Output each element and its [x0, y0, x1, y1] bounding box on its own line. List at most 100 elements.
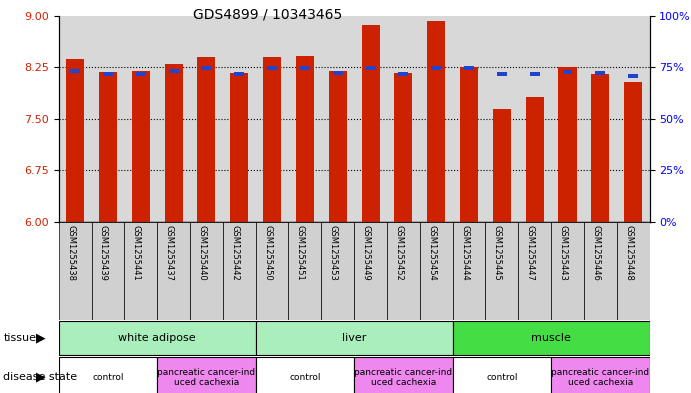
Bar — [124, 16, 157, 222]
Bar — [70, 69, 80, 73]
Bar — [497, 72, 507, 76]
Text: control: control — [289, 373, 321, 382]
Text: pancreatic cancer-ind
uced cachexia: pancreatic cancer-ind uced cachexia — [551, 367, 650, 387]
Bar — [551, 16, 584, 222]
Bar — [562, 70, 572, 74]
Bar — [190, 222, 223, 320]
Text: GSM1255442: GSM1255442 — [230, 225, 239, 281]
Text: GSM1255446: GSM1255446 — [591, 225, 600, 281]
Bar — [91, 222, 124, 320]
Text: control: control — [486, 373, 518, 382]
Text: GSM1255447: GSM1255447 — [526, 225, 535, 281]
Bar — [354, 356, 453, 393]
Text: disease state: disease state — [3, 372, 77, 382]
Text: GSM1255450: GSM1255450 — [263, 225, 272, 281]
Text: GSM1255439: GSM1255439 — [99, 225, 108, 281]
Bar — [99, 72, 117, 222]
Text: tissue: tissue — [3, 333, 37, 343]
Text: GSM1255445: GSM1255445 — [493, 225, 502, 281]
Bar — [157, 222, 190, 320]
Bar — [157, 356, 256, 393]
Bar — [300, 66, 310, 70]
Bar — [59, 356, 158, 393]
Text: ▶: ▶ — [36, 331, 46, 345]
Bar — [256, 321, 453, 355]
Bar — [354, 222, 387, 320]
Bar — [419, 16, 453, 222]
Text: GSM1255448: GSM1255448 — [624, 225, 633, 281]
Text: control: control — [92, 373, 124, 382]
Bar — [493, 108, 511, 222]
Bar — [453, 222, 485, 320]
Bar — [453, 16, 485, 222]
Bar — [518, 16, 551, 222]
Text: GSM1255449: GSM1255449 — [361, 225, 370, 281]
Text: GSM1255452: GSM1255452 — [395, 225, 404, 281]
Bar — [223, 16, 256, 222]
Bar — [66, 59, 84, 222]
Bar — [329, 72, 347, 222]
Bar — [387, 16, 419, 222]
Bar — [296, 56, 314, 222]
Bar — [333, 71, 343, 75]
Bar — [59, 16, 91, 222]
Bar — [288, 16, 321, 222]
Bar — [431, 66, 441, 70]
Bar — [169, 69, 178, 73]
Bar — [530, 72, 540, 76]
Bar — [366, 66, 375, 70]
Bar — [453, 356, 551, 393]
Text: white adipose: white adipose — [118, 333, 196, 343]
Bar — [464, 66, 474, 70]
Bar — [361, 25, 379, 222]
Bar — [223, 222, 256, 320]
Text: GSM1255438: GSM1255438 — [66, 225, 75, 281]
Bar — [628, 74, 638, 78]
Text: GSM1255440: GSM1255440 — [198, 225, 207, 281]
Bar — [136, 72, 146, 75]
Bar — [198, 57, 216, 222]
Bar — [59, 321, 256, 355]
Bar — [256, 222, 289, 320]
Bar — [591, 74, 609, 222]
Text: ▶: ▶ — [36, 371, 46, 384]
Bar — [321, 222, 354, 320]
Bar — [616, 16, 650, 222]
Bar — [387, 222, 419, 320]
Bar — [354, 16, 387, 222]
Bar — [256, 356, 354, 393]
Bar — [526, 97, 544, 222]
Bar — [230, 73, 248, 222]
Text: GSM1255437: GSM1255437 — [164, 225, 173, 281]
Text: pancreatic cancer-ind
uced cachexia: pancreatic cancer-ind uced cachexia — [158, 367, 256, 387]
Bar — [558, 67, 576, 222]
Text: GSM1255454: GSM1255454 — [427, 225, 436, 281]
Bar — [596, 71, 605, 75]
Bar — [289, 222, 321, 320]
Bar — [157, 16, 190, 222]
Text: muscle: muscle — [531, 333, 571, 343]
Bar — [234, 72, 244, 76]
Bar — [460, 67, 478, 222]
Bar — [190, 16, 223, 222]
Text: liver: liver — [342, 333, 366, 343]
Bar — [267, 66, 277, 70]
Text: GSM1255444: GSM1255444 — [460, 225, 469, 281]
Bar — [518, 222, 551, 320]
Bar — [551, 356, 650, 393]
Text: GSM1255441: GSM1255441 — [132, 225, 141, 281]
Bar — [453, 321, 650, 355]
Bar — [395, 73, 413, 222]
Bar — [91, 16, 124, 222]
Bar — [419, 222, 453, 320]
Bar — [59, 222, 91, 320]
Bar — [124, 222, 158, 320]
Text: GDS4899 / 10343465: GDS4899 / 10343465 — [193, 8, 343, 22]
Bar — [202, 66, 211, 70]
Bar — [485, 222, 518, 320]
Bar — [551, 222, 584, 320]
Bar — [584, 222, 616, 320]
Bar — [624, 82, 642, 222]
Text: GSM1255443: GSM1255443 — [558, 225, 567, 281]
Bar — [256, 16, 288, 222]
